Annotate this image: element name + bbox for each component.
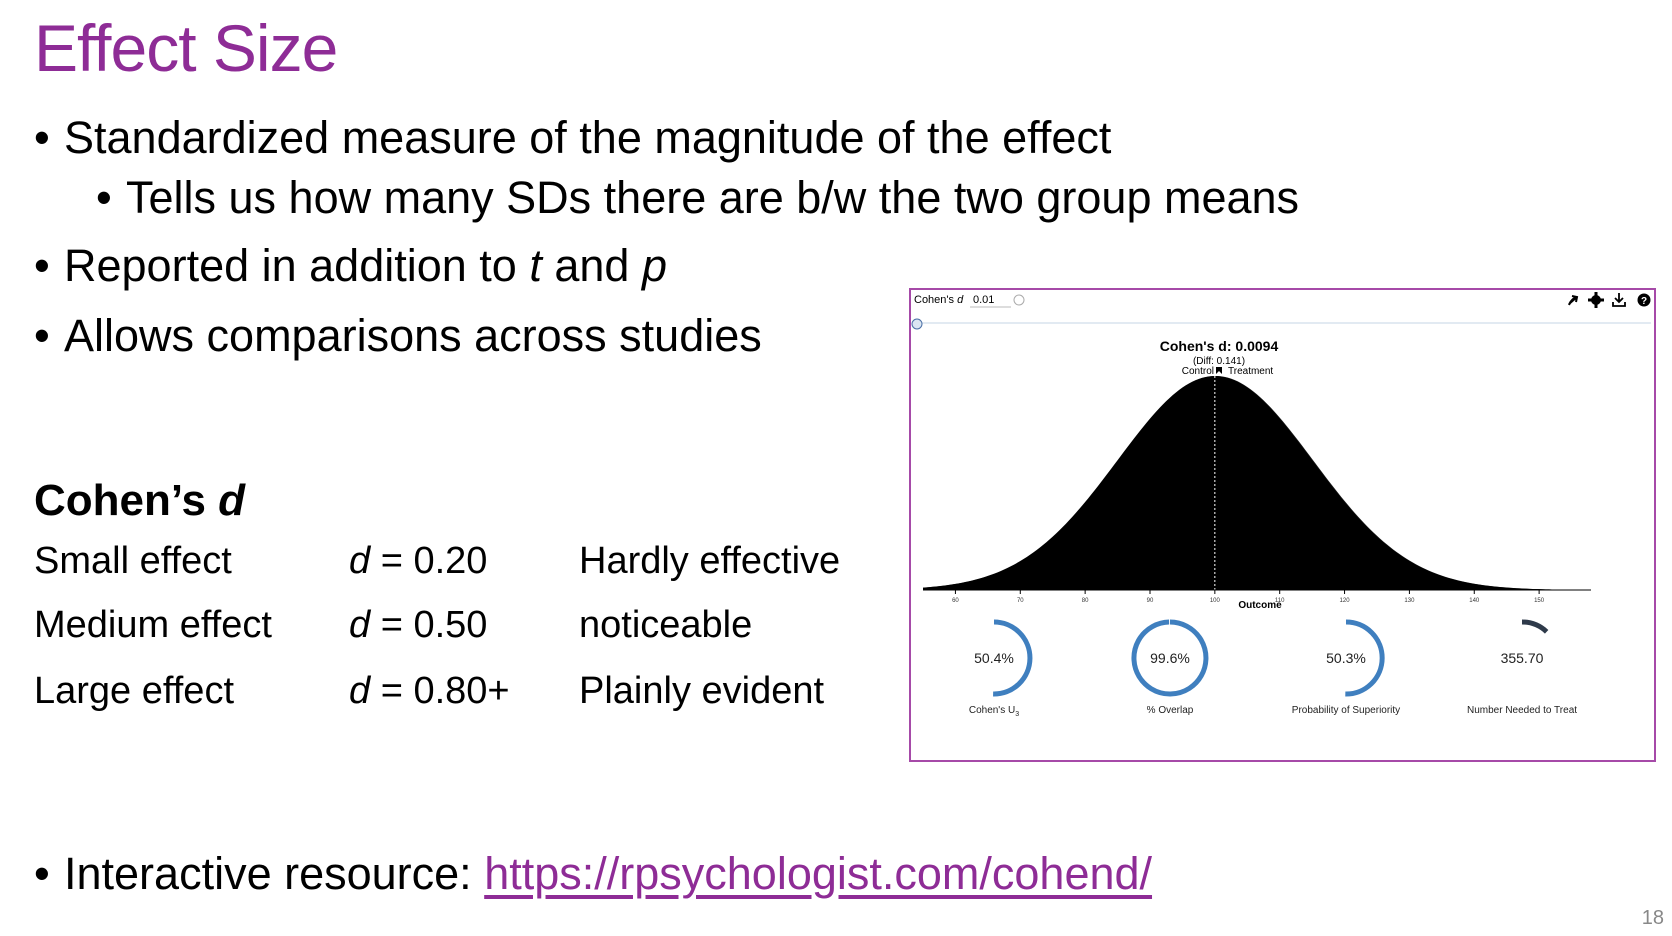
gauge-arc <box>1345 619 1385 697</box>
bullet-text: Standardized measure of the magnitude of… <box>64 112 1112 163</box>
effect-d-value: d = 0.50 <box>349 604 487 647</box>
d-eq: = 0.80+ <box>370 670 510 712</box>
bullet-dot: • <box>34 848 50 899</box>
cohens-d-heading: Cohen’s d <box>34 476 245 526</box>
x-tick-label: 80 <box>1082 598 1089 604</box>
gauge-label: Cohen's U3 <box>969 705 1019 718</box>
x-tick-label: 70 <box>1017 598 1024 604</box>
bullet-interactive-resource: • Interactive resource: https://rpsycholo… <box>34 848 1152 900</box>
x-axis-label: Outcome <box>1238 600 1282 611</box>
help-icon[interactable]: ? <box>1637 293 1651 308</box>
x-tick-label: 140 <box>1469 598 1480 604</box>
share-icon[interactable] <box>1568 295 1579 306</box>
bullet-reported-with-t-p: • Reported in addition to t and p <box>34 240 667 292</box>
d-symbol: d <box>349 540 371 582</box>
bullet-text: Tells us how many SDs there are b/w the … <box>126 172 1300 223</box>
chart-diff: (Diff: 0.141) <box>1193 356 1245 367</box>
d-symbol: d <box>349 670 371 712</box>
effect-size-label: Large effect <box>34 670 235 712</box>
p-symbol: p <box>641 240 667 291</box>
x-tick-label: 150 <box>1534 598 1545 604</box>
x-tick-label: 130 <box>1404 598 1415 604</box>
effect-size-label: Small effect <box>34 540 232 582</box>
bullet-text: Allows comparisons across studies <box>64 310 762 361</box>
svg-text:?: ? <box>1641 296 1647 307</box>
gauge-value: 50.3% <box>1326 650 1366 666</box>
x-tick-label: 110 <box>1275 598 1285 604</box>
bullet-standardized-measure: • Standardized measure of the magnitude o… <box>34 112 1111 164</box>
gauge-arc <box>1521 619 1549 634</box>
effect-description: noticeable <box>579 604 753 646</box>
legend-treatment: Treatment <box>1228 366 1273 377</box>
gauge-label: Probability of Superiority <box>1292 705 1400 716</box>
gauge-label: Number Needed to Treat <box>1467 705 1577 716</box>
rpsychologist-link[interactable]: https://rpsychologist.com/cohend/ <box>484 848 1153 899</box>
x-tick-label: 60 <box>952 598 959 604</box>
gauge-value: 355.70 <box>1501 650 1544 666</box>
t-symbol: t <box>529 240 542 291</box>
gauge-arc <box>1131 619 1209 697</box>
sub-bullet-sds: • Tells us how many SDs there are b/w the… <box>96 172 1299 224</box>
effect-description: Plainly evident <box>579 670 825 712</box>
x-tick-label: 120 <box>1340 598 1351 604</box>
info-icon[interactable] <box>1013 294 1025 306</box>
gauge-value: 99.6% <box>1150 650 1190 666</box>
effect-d-value: d = 0.20 <box>349 540 487 583</box>
cohens-d-input[interactable]: 0.01 <box>973 294 994 306</box>
page-number: 18 <box>1641 907 1664 929</box>
x-tick-label: 90 <box>1147 598 1154 604</box>
metric-gauges: 50.4% Cohen's U3 99.6% % Overlap 50.3% Probab… <box>969 619 1577 718</box>
bullet-comparisons: • Allows comparisons across studies <box>34 310 762 362</box>
gear-icon[interactable] <box>1588 292 1604 308</box>
gauge-value: 50.4% <box>974 650 1014 666</box>
legend-swap-icon <box>1216 367 1222 374</box>
slide-title: Effect Size <box>34 11 338 85</box>
cohens-d-input-label: Cohen's d <box>914 294 964 306</box>
gauge-arc <box>993 619 1033 697</box>
d-symbol: d <box>349 604 371 646</box>
d-eq: = 0.20 <box>370 540 488 582</box>
heading-d: d <box>218 476 246 525</box>
d-eq: = 0.50 <box>370 604 488 646</box>
bullet-dot: • <box>34 112 50 163</box>
effect-d-value: d = 0.80+ <box>349 670 510 713</box>
bullet-text: Reported in addition to <box>64 240 530 291</box>
heading-text: Cohen’s <box>34 476 219 525</box>
bullet-dot: • <box>96 172 112 223</box>
bullet-text: Interactive resource: <box>64 848 485 899</box>
effect-size-label: Medium effect <box>34 604 272 646</box>
cohend-visualization: Cohen's d 0.01 ? Cohen's d: 0.0094 (Diff… <box>911 292 1651 718</box>
bullet-dot: • <box>34 310 50 361</box>
download-icon[interactable] <box>1612 293 1626 307</box>
gauge-label: % Overlap <box>1147 705 1194 716</box>
x-ticks: 60 70 80 90 100 110 120 130 140 150 <box>952 590 1545 604</box>
treatment-distribution <box>923 376 1591 590</box>
effect-description: Hardly effective <box>579 540 841 582</box>
chart-title: Cohen's d: 0.0094 <box>1160 338 1279 354</box>
cohend-widget: Cohen's d 0.01 ? Cohen's d: 0.0094 (Diff… <box>909 288 1656 762</box>
effect-slider-handle[interactable] <box>911 318 923 330</box>
bullet-dot: • <box>34 240 50 291</box>
legend-control: Control <box>1182 366 1214 377</box>
x-tick-label: 100 <box>1210 598 1221 604</box>
bullet-text-and: and <box>541 240 642 291</box>
